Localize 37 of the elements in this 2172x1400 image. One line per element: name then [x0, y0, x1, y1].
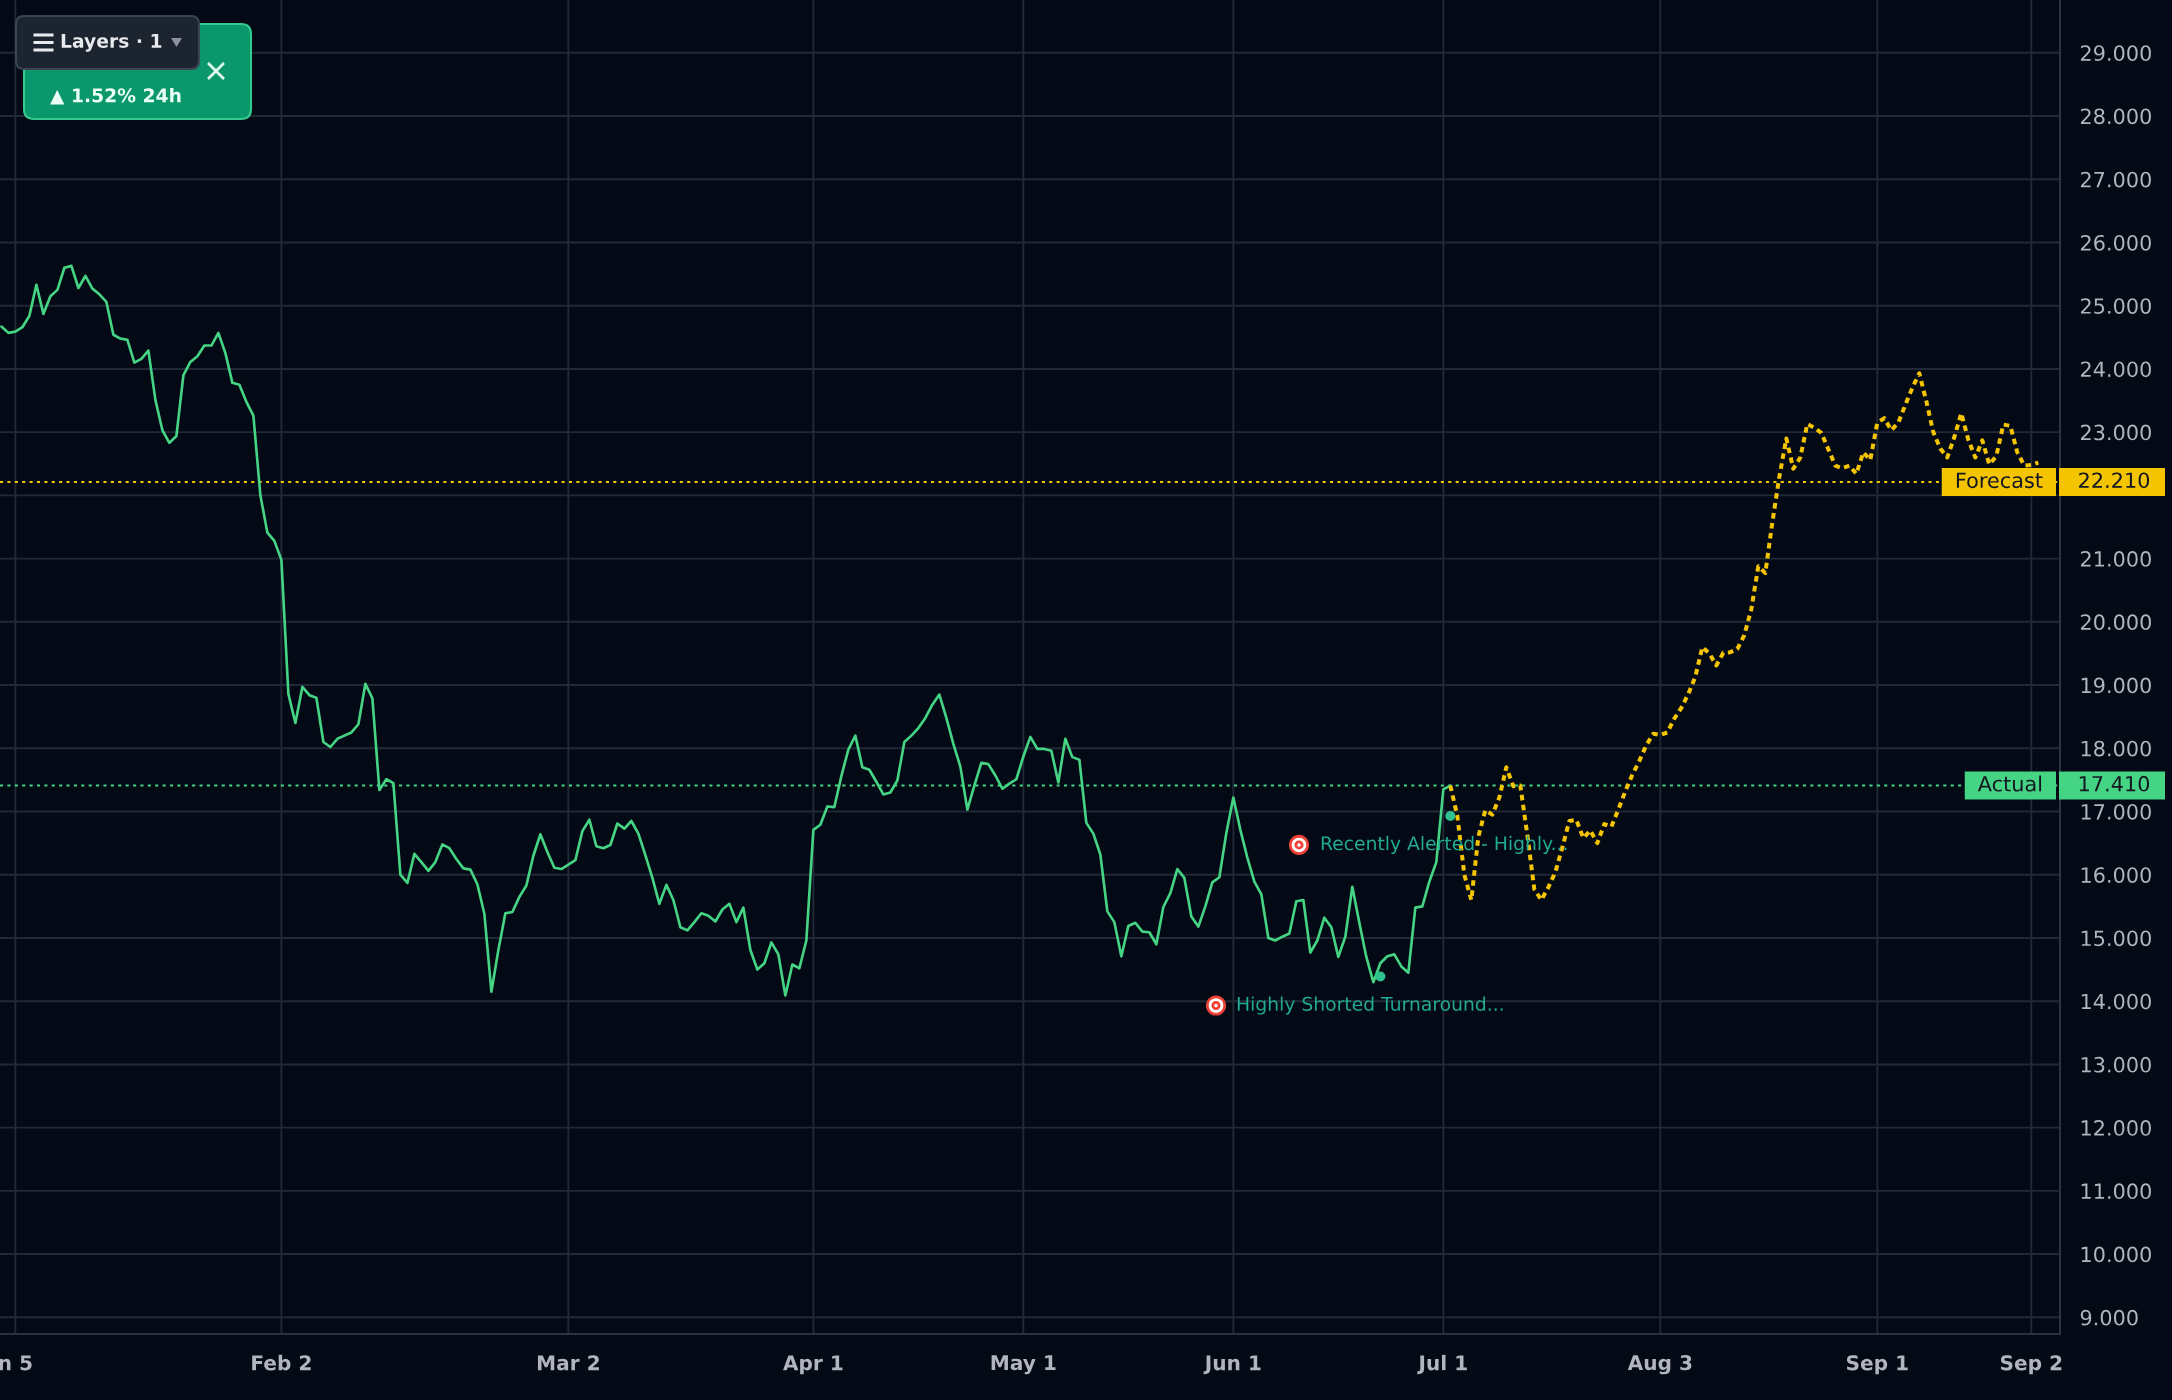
annotation: Layers · 1	[61, 33, 162, 52]
x-tick-label: Feb 2	[252, 1354, 311, 1371]
y-tick-label: 18.000	[2081, 740, 2151, 757]
x-tick-label: Sep 1	[1846, 1355, 1908, 1375]
annotation: ▲ 1.52% 24h	[50, 87, 181, 105]
y-tick-label: 13.000	[2081, 1056, 2151, 1073]
y-tick-label: 26.000	[2080, 234, 2151, 251]
text: 17.410	[2079, 775, 2150, 792]
annotation: Highly Shorted Turnaround...	[1237, 996, 1503, 1015]
y-tick-label: 17.000	[2081, 803, 2151, 820]
x-tick-label: Apr 1	[782, 1355, 843, 1375]
text: 22.210	[2079, 472, 2150, 489]
y-tick-label: 19.000	[2081, 677, 2151, 694]
y-tick-label: 29.000	[2080, 45, 2151, 61]
y-tick-label: 16.000	[2081, 867, 2151, 883]
y-tick-label: 20.000	[2080, 614, 2151, 631]
x-tick-label: Mar 2	[537, 1355, 599, 1371]
x-tick-label: Sep 2	[2000, 1355, 2062, 1375]
y-tick-label: 9.000	[2080, 1309, 2138, 1326]
ref-line-label: Actual	[1977, 775, 2042, 792]
x-tick-label: May 1	[991, 1355, 1056, 1375]
y-tick-label: 24.000	[2080, 361, 2151, 378]
y-tick-label: 23.000	[2080, 424, 2151, 441]
y-tick-label: 25.000	[2080, 298, 2151, 314]
y-tick-label: 12.000	[2081, 1120, 2151, 1136]
ref-line-label: Forecast	[1956, 472, 2043, 489]
y-tick-label: 11.000	[2081, 1183, 2151, 1200]
x-tick-label: Aug 3	[1627, 1355, 1692, 1375]
x-tick-label: Jul 1	[1417, 1354, 1467, 1375]
y-tick-label: 27.000	[2080, 171, 2151, 188]
y-tick-label: 10.000	[2081, 1246, 2151, 1263]
y-tick-label: 21.000	[2080, 551, 2151, 567]
x-tick-label: Jun 1	[1203, 1355, 1261, 1375]
y-tick-label: 14.000	[2081, 993, 2151, 1010]
y-tick-label: 15.000	[2081, 930, 2151, 947]
y-tick-label: 28.000	[2080, 108, 2151, 125]
x-tick-label: n 5	[0, 1355, 32, 1371]
